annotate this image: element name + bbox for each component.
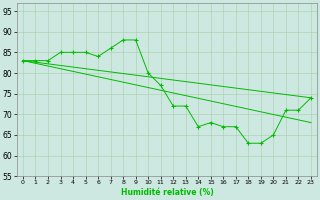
X-axis label: Humidité relative (%): Humidité relative (%) [121,188,213,197]
